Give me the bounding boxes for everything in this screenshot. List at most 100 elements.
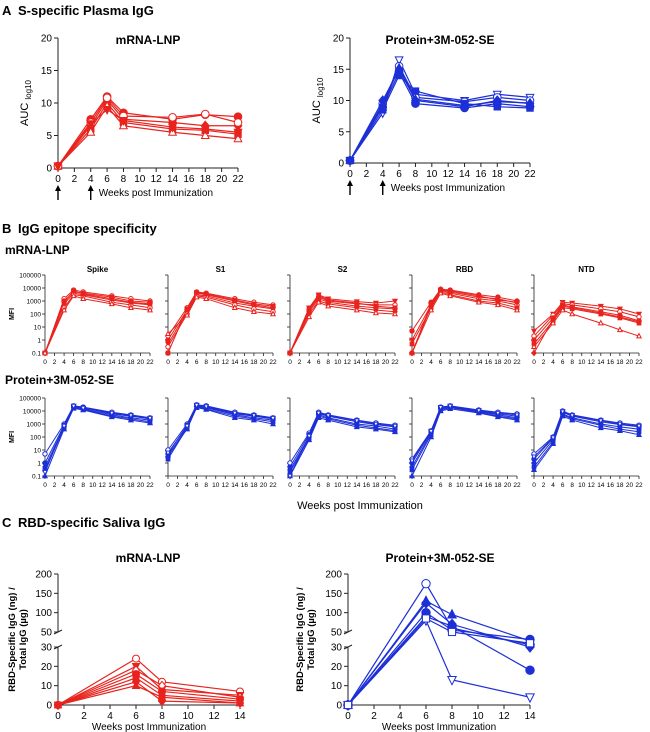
x-tick-label: 4: [380, 169, 386, 180]
y-tick-label: 20: [333, 34, 345, 45]
data-point: [185, 307, 189, 311]
x-tick-label: 4: [397, 711, 403, 722]
data-point: [422, 579, 430, 587]
y-tick-label: 10: [34, 325, 42, 332]
chart-C-mrna: 501001502000102030RBD-Specific IgG (ng) …: [7, 551, 246, 732]
series-line: [534, 306, 639, 353]
x-tick-label: 0: [345, 711, 351, 722]
panel-a-header: A S-specific Plasma IgG: [2, 3, 154, 18]
x-tick-label: 16: [363, 359, 371, 366]
x-tick-label: 10: [89, 359, 97, 366]
series-line: [534, 414, 639, 463]
data-point: [410, 468, 414, 472]
y-tick-label: 10: [331, 681, 343, 692]
data-point: [326, 298, 330, 302]
x-tick-label: 6: [396, 169, 402, 180]
y-tick-label: 10: [333, 96, 345, 107]
y-tick-label: 1: [37, 461, 41, 468]
data-point: [201, 110, 209, 118]
data-point: [133, 655, 140, 662]
x-tick-label: 8: [449, 711, 455, 722]
y-tick-label: 10000: [23, 286, 41, 293]
data-point: [148, 302, 152, 306]
chart-B-protein-ntd: 0 2 4 6 8 10 12 14 16 18 20 22: [531, 398, 643, 489]
x-tick-label: 16: [607, 359, 615, 366]
x-tick-label: 6: [317, 482, 321, 489]
x-tick-label: 16: [475, 169, 487, 180]
x-tick-label: 8: [121, 174, 127, 185]
y-tick-label: 20: [331, 662, 343, 673]
x-tick-label: 2: [542, 359, 546, 366]
data-point: [412, 88, 418, 94]
x-tick-label: 12: [588, 482, 596, 489]
data-point: [422, 615, 429, 622]
data-point: [169, 114, 177, 122]
x-tick-label: 12: [466, 482, 474, 489]
x-tick-label: 12: [466, 359, 474, 366]
x-tick-label: 18: [127, 359, 135, 366]
panel-c-letter: C: [2, 515, 12, 530]
x-tick-label: 4: [551, 482, 555, 489]
y-tick-label: 30: [331, 643, 343, 654]
x-tick-label: 2: [542, 482, 546, 489]
series-line: [350, 66, 530, 160]
data-point: [234, 119, 242, 127]
x-tick-label: 10: [426, 169, 438, 180]
x-tick-label: 16: [485, 482, 493, 489]
x-tick-label: 14: [597, 359, 605, 366]
series-line: [534, 310, 639, 347]
y-tick-label: 30: [41, 643, 53, 654]
y-tick-label: 0: [46, 701, 52, 712]
x-tick-label: 0: [43, 482, 47, 489]
x-tick-label: 8: [570, 359, 574, 366]
chart-title: mRNA-LNP: [116, 551, 181, 565]
x-tick-label: 14: [108, 482, 116, 489]
y-axis-label-line2: Total IgG (µg): [18, 609, 29, 670]
x-tick-label: 6: [72, 482, 76, 489]
y-tick-label: 100: [325, 608, 342, 619]
y-tick-label: 50: [331, 628, 343, 639]
x-tick-label: 20: [382, 359, 390, 366]
x-tick-label: 14: [167, 174, 179, 185]
x-tick-label: 6: [195, 482, 199, 489]
x-tick-label: 12: [208, 711, 220, 722]
x-tick-label: 8: [448, 359, 452, 366]
x-tick-label: 16: [363, 482, 371, 489]
x-tick-label: 8: [204, 359, 208, 366]
x-tick-label: 6: [561, 359, 565, 366]
data-point: [166, 351, 170, 355]
series-line: [168, 292, 273, 336]
immunization-arrow-head: [380, 180, 386, 186]
x-tick-label: 14: [353, 359, 361, 366]
x-tick-label: 18: [127, 482, 135, 489]
x-tick-label: 12: [588, 359, 596, 366]
x-tick-label: 0: [288, 359, 292, 366]
x-tick-label: 2: [298, 482, 302, 489]
chart-title: Protein+3M-052-SE: [385, 551, 494, 565]
x-tick-label: 22: [232, 174, 244, 185]
x-tick-label: 10: [578, 482, 586, 489]
x-tick-label: 12: [344, 482, 352, 489]
x-tick-label: 6: [561, 482, 565, 489]
data-point: [252, 302, 256, 306]
chart-B-mrna-ntd: 0 2 4 6 8 10 12 14 16 18 20 22NTD: [531, 265, 643, 366]
data-point: [637, 334, 641, 338]
panel-a-heading: S-specific Plasma IgG: [18, 3, 154, 18]
x-tick-label: 6: [133, 711, 139, 722]
x-tick-label: 16: [241, 482, 249, 489]
y-tick-label: 0: [46, 164, 52, 175]
data-point: [526, 666, 534, 674]
series-line: [534, 412, 639, 459]
y-axis-label: RBD-Specific IgG (ng) /Total IgG (µg): [295, 587, 317, 692]
x-tick-label: 22: [146, 482, 154, 489]
x-tick-label: 6: [439, 482, 443, 489]
y-axis-label: AUC log10: [19, 80, 33, 126]
chart-B-mrna-s2: 0 2 4 6 8 10 12 14 16 18 20 22S2: [287, 265, 399, 366]
y-tick-label: 1000: [27, 299, 42, 306]
data-point: [344, 701, 351, 708]
x-tick-label: 8: [326, 359, 330, 366]
y-tick-label: 0.1: [32, 474, 41, 481]
x-tick-label: 20: [137, 359, 145, 366]
y-tick-label: 5: [46, 131, 52, 142]
immunization-arrow-head: [88, 185, 94, 191]
